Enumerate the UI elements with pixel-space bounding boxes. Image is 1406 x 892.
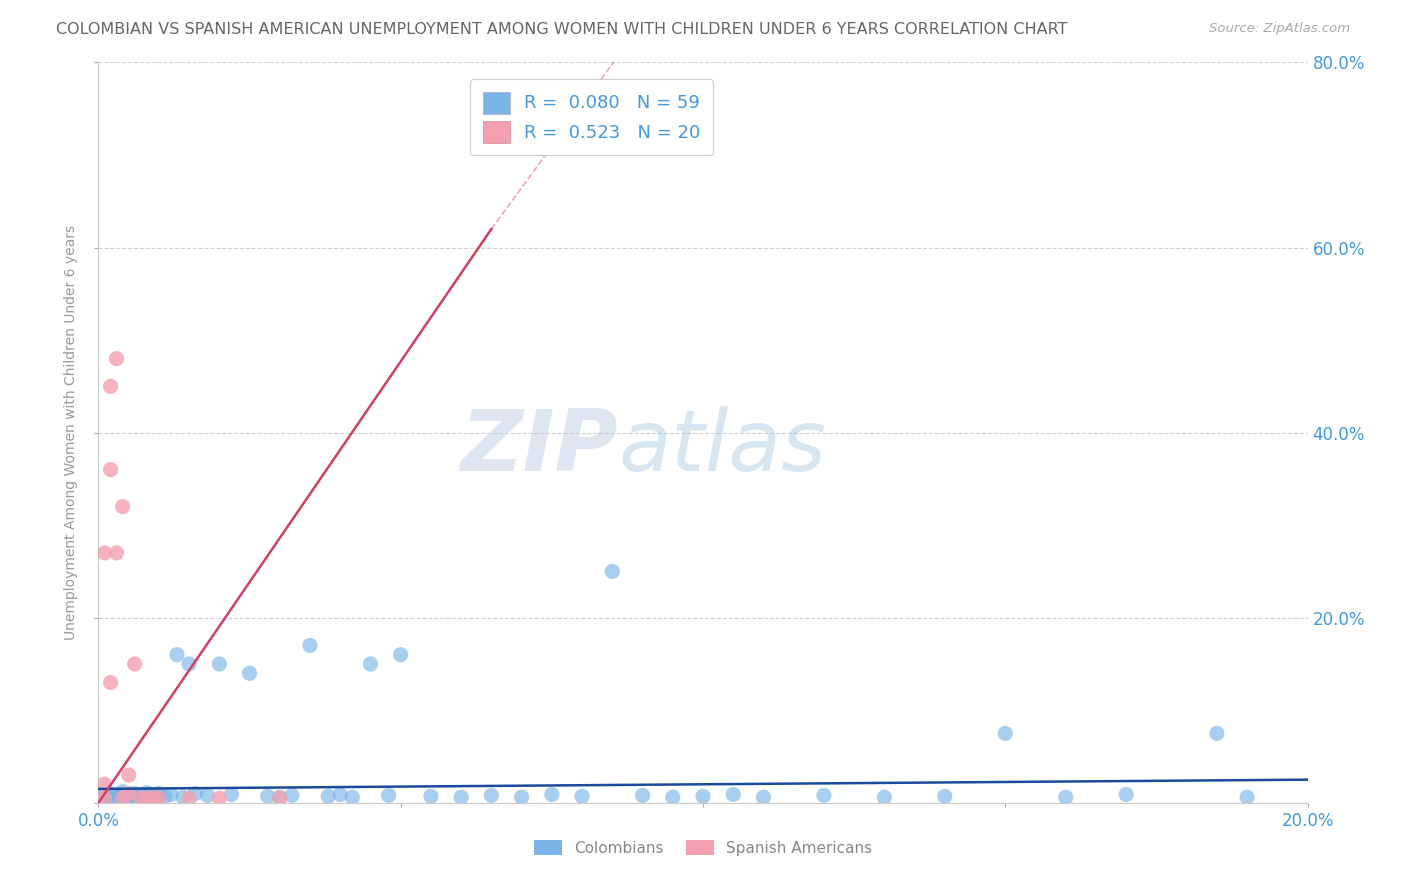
Point — [93, 791, 115, 805]
Point — [571, 789, 593, 804]
Point — [124, 657, 146, 671]
Point — [450, 790, 472, 805]
Point — [540, 788, 562, 802]
Point — [153, 789, 176, 804]
Legend: Colombians, Spanish Americans: Colombians, Spanish Americans — [527, 834, 879, 862]
Point — [148, 791, 170, 805]
Point — [692, 789, 714, 804]
Point — [723, 788, 745, 802]
Point — [873, 790, 896, 805]
Y-axis label: Unemployment Among Women with Children Under 6 years: Unemployment Among Women with Children U… — [65, 225, 79, 640]
Point — [1115, 788, 1137, 802]
Point — [100, 462, 122, 476]
Point — [100, 792, 122, 806]
Point — [420, 789, 443, 804]
Point — [179, 791, 201, 805]
Point — [124, 787, 146, 801]
Point — [172, 790, 194, 805]
Point — [160, 788, 183, 802]
Point — [118, 789, 141, 803]
Point — [179, 657, 201, 671]
Point — [208, 657, 231, 671]
Point — [124, 789, 146, 804]
Point — [752, 790, 775, 805]
Point — [142, 791, 165, 805]
Point — [269, 791, 291, 805]
Point — [184, 787, 207, 801]
Text: Source: ZipAtlas.com: Source: ZipAtlas.com — [1209, 22, 1350, 36]
Point — [269, 790, 291, 805]
Point — [129, 791, 152, 805]
Point — [481, 789, 503, 803]
Point — [281, 789, 304, 803]
Point — [510, 790, 533, 805]
Point — [93, 789, 115, 803]
Point — [135, 791, 157, 805]
Point — [93, 791, 115, 805]
Point — [316, 789, 339, 804]
Text: COLOMBIAN VS SPANISH AMERICAN UNEMPLOYMENT AMONG WOMEN WITH CHILDREN UNDER 6 YEA: COLOMBIAN VS SPANISH AMERICAN UNEMPLOYME… — [56, 22, 1067, 37]
Point — [813, 789, 835, 803]
Point — [166, 648, 188, 662]
Point — [661, 790, 683, 805]
Point — [129, 788, 152, 802]
Point — [135, 791, 157, 805]
Point — [111, 791, 134, 805]
Point — [93, 777, 115, 791]
Point — [105, 351, 128, 366]
Point — [111, 785, 134, 799]
Point — [1206, 726, 1229, 740]
Point — [105, 788, 128, 802]
Point — [195, 789, 218, 803]
Point — [360, 657, 382, 671]
Point — [100, 787, 122, 801]
Point — [118, 768, 141, 782]
Point — [342, 790, 364, 805]
Point — [1236, 790, 1258, 805]
Point — [118, 791, 141, 805]
Point — [994, 726, 1017, 740]
Point — [239, 666, 262, 681]
Point — [208, 791, 231, 805]
Point — [389, 648, 412, 662]
Point — [299, 639, 322, 653]
Point — [221, 788, 243, 802]
Point — [93, 546, 115, 560]
Point — [111, 500, 134, 514]
Point — [111, 789, 134, 804]
Point — [142, 789, 165, 803]
Point — [135, 786, 157, 800]
Point — [100, 675, 122, 690]
Text: ZIP: ZIP — [461, 406, 619, 489]
Point — [105, 790, 128, 805]
Point — [256, 789, 278, 804]
Point — [129, 790, 152, 805]
Point — [934, 789, 956, 804]
Text: atlas: atlas — [619, 406, 827, 489]
Point — [329, 788, 352, 802]
Point — [148, 790, 170, 805]
Point — [118, 787, 141, 801]
Point — [377, 789, 399, 803]
Point — [631, 789, 654, 803]
Point — [602, 565, 624, 579]
Point — [100, 379, 122, 393]
Point — [148, 787, 170, 801]
Point — [105, 546, 128, 560]
Point — [1054, 790, 1077, 805]
